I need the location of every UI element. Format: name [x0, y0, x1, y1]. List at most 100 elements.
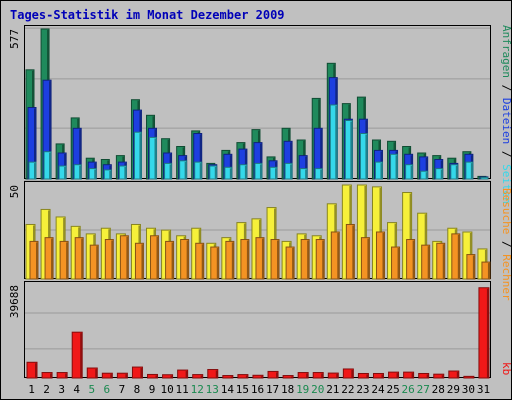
- rechner-bar-shade: [201, 244, 204, 279]
- rechner-bar-shade: [81, 238, 84, 279]
- day-label: 9: [149, 383, 156, 396]
- kb-bar-shade: [411, 373, 414, 378]
- seiten-bar-shade: [199, 163, 202, 179]
- seiten-bar-shade: [49, 152, 52, 179]
- rechner-bar-shade: [397, 248, 400, 279]
- dateien-bar-shade: [305, 156, 308, 179]
- day-label: 14: [221, 383, 235, 396]
- seiten-bar-shade: [320, 169, 323, 179]
- kb-bar-shade: [170, 375, 173, 378]
- dateien-bar-shade: [259, 143, 262, 179]
- day-label: 27: [417, 383, 430, 396]
- rechner-bar-shade: [246, 240, 249, 279]
- rechner-bar-shade: [36, 242, 38, 279]
- rechner-bar-shade: [141, 244, 144, 279]
- seiten-bar-shade: [139, 133, 142, 179]
- seiten-bar-shade: [455, 165, 458, 179]
- seiten-bar-shade: [94, 169, 97, 179]
- day-label: 7: [119, 383, 126, 396]
- day-label: 16: [251, 383, 264, 396]
- seiten-bar-shade: [214, 167, 217, 179]
- kb-bar-shade: [155, 375, 158, 378]
- day-label: 18: [281, 383, 294, 396]
- day-label: 4: [73, 383, 80, 396]
- rechner-bar-shade: [96, 246, 99, 279]
- day-label: 21: [326, 383, 339, 396]
- day-label: 8: [134, 383, 141, 396]
- rechner-bar-shade: [171, 242, 174, 279]
- kb-bar-shade: [441, 375, 444, 378]
- kb-bar-shade: [95, 369, 98, 378]
- rechner-bar-shade: [216, 248, 219, 279]
- rechner-bar-shade: [457, 234, 460, 279]
- day-label: 3: [58, 383, 65, 396]
- kb-bar-shade: [215, 370, 218, 378]
- kb-bar-shade: [140, 368, 143, 378]
- day-label: 23: [356, 383, 369, 396]
- rechner-bar-shade: [66, 242, 69, 279]
- kb-bar-shade: [50, 373, 53, 378]
- seiten-bar-shade: [335, 105, 338, 179]
- seiten-bar-shade: [64, 167, 67, 179]
- kb-bar-shade: [366, 374, 369, 378]
- rechner-bar-shade: [231, 242, 234, 279]
- day-label: 10: [160, 383, 173, 396]
- seiten-bar: [480, 176, 489, 180]
- requests-ymax-label: 577: [8, 29, 21, 49]
- seiten-bar-shade: [124, 167, 127, 179]
- rechner-bar-shade: [277, 240, 280, 279]
- rechner-bar-shade: [307, 240, 310, 279]
- day-label: 28: [432, 383, 445, 396]
- rechner-bar-shade: [472, 255, 475, 279]
- day-label: 29: [447, 383, 460, 396]
- rechner-bar-shade: [111, 240, 114, 279]
- seiten-bar-shade: [184, 161, 187, 179]
- rechner-bar-shade: [412, 240, 415, 279]
- kb-bar-shade: [125, 374, 128, 378]
- kb-bar-shade: [65, 373, 68, 378]
- day-label: 12: [191, 383, 204, 396]
- seiten-bar-shade: [410, 165, 413, 179]
- rechner-bar-shade: [51, 238, 54, 279]
- dateien-bar-shade: [199, 134, 202, 179]
- seiten-bar-shade: [34, 163, 36, 179]
- seiten-bar-shade: [109, 170, 112, 179]
- legend-sep: /: [500, 144, 512, 164]
- seiten-bar-shade: [485, 178, 488, 179]
- dateien-bar-shade: [320, 129, 323, 179]
- legend-seiten: Seiten: [500, 164, 512, 204]
- day-label: 2: [43, 383, 50, 396]
- dateien-bar-shade: [49, 81, 52, 179]
- seiten-bar-shade: [425, 172, 428, 179]
- kb-bar: [463, 375, 475, 379]
- kb-bar-shade: [230, 376, 233, 378]
- seiten-bar-shade: [290, 164, 293, 179]
- seiten-bar-shade: [154, 138, 157, 179]
- kb-bar-shade: [396, 373, 399, 378]
- rechner-bar-shade: [367, 238, 370, 279]
- seiten-bar-shade: [79, 165, 82, 179]
- day-label: 5: [88, 383, 95, 396]
- seiten-bar-shade: [395, 155, 398, 179]
- rechner-bar-shade: [261, 238, 264, 279]
- dateien-bar-shade: [425, 157, 428, 179]
- seiten-bar-shade: [169, 164, 172, 179]
- day-label: 6: [104, 383, 111, 396]
- day-label: 31: [477, 383, 490, 396]
- dateien-bar-shade: [79, 129, 82, 179]
- rechner-bar-shade: [352, 225, 355, 279]
- seiten-bar-shade: [305, 169, 308, 179]
- rechner-bar-shade: [382, 233, 385, 279]
- day-label: 22: [341, 383, 354, 396]
- chart-title: Tages-Statistik im Monat Dezember 2009: [10, 8, 285, 22]
- rechner-bar-shade: [156, 236, 159, 279]
- kb-bar-shade: [80, 333, 83, 378]
- kb-bar-shade: [486, 288, 489, 378]
- kb-ymax-label: 39688: [8, 285, 21, 318]
- day-label: 30: [462, 383, 475, 396]
- day-label: 11: [176, 383, 189, 396]
- legend-sep: /: [500, 78, 512, 98]
- day-label: 25: [386, 383, 399, 396]
- requests-legend: Anfragen / Dateien / Seiten: [500, 25, 512, 204]
